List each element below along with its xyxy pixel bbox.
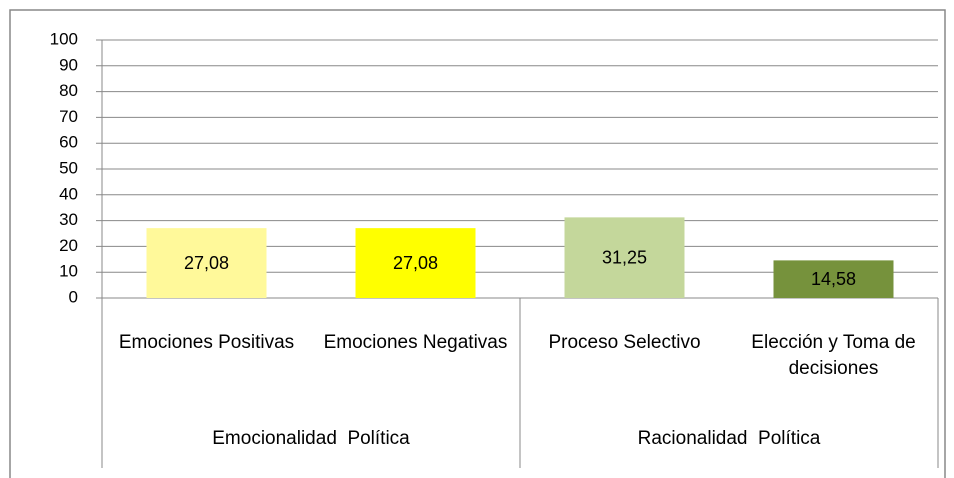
x-tick-label: Elección y Toma de decisiones [751,332,916,379]
value-label: 14,58 [811,269,856,289]
x-tick-label: Proceso Selectivo [548,332,701,353]
y-tick-label: 10 [59,262,78,281]
value-label: 27,08 [184,253,229,273]
x-tick-label: Emociones Positivas [118,332,295,353]
y-tick-label: 80 [59,81,78,100]
y-tick-label: 100 [50,29,78,48]
value-label: 31,25 [602,247,647,267]
value-label: 27,08 [393,253,438,273]
y-tick-label: 60 [59,133,78,152]
group-label: Emocionalidad Política [212,428,410,449]
y-tick-label: 40 [59,184,78,203]
y-tick-label: 0 [69,287,78,306]
group-label: Racionalidad Política [637,428,821,449]
bar [146,228,267,298]
y-tick-label: 30 [59,210,78,229]
y-tick-label: 90 [59,55,78,74]
bar [355,228,476,298]
x-tick-label: Emociones Negativas [323,332,508,353]
y-tick-label: 50 [59,158,78,177]
y-tick-label: 20 [59,236,78,255]
bar [773,260,894,298]
chart-frame [9,9,946,478]
y-tick-label: 70 [59,107,78,126]
bar [564,217,685,298]
